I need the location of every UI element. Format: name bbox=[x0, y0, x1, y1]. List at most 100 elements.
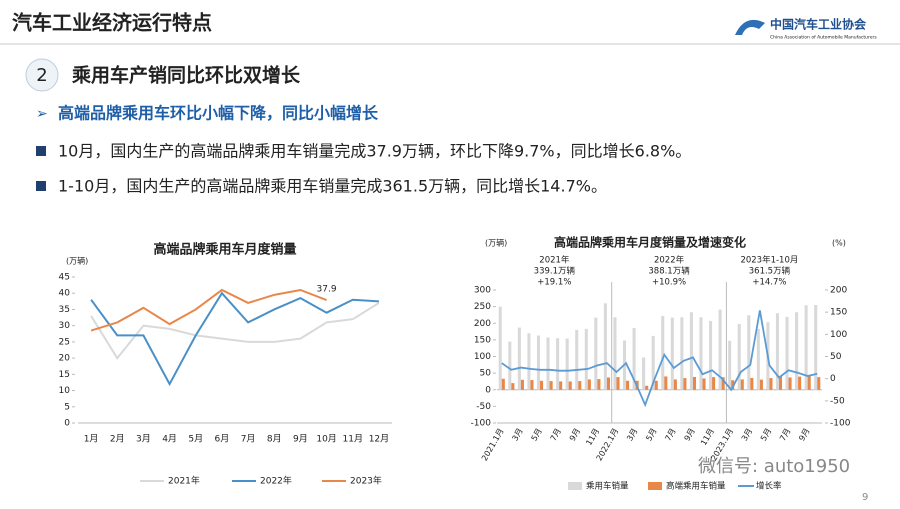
bar bbox=[527, 333, 531, 390]
bar bbox=[775, 313, 779, 390]
x-tick-label: 10月 bbox=[316, 434, 336, 445]
bar bbox=[712, 377, 716, 390]
x-tick-label: 8月 bbox=[267, 434, 282, 445]
y-tick-label: -100 bbox=[830, 419, 851, 429]
legend-label: 2021年 bbox=[168, 475, 200, 487]
bar bbox=[721, 377, 725, 390]
y-tick-label: 5 bbox=[64, 402, 70, 412]
bar bbox=[654, 380, 658, 390]
y-tick-label: -100 bbox=[471, 419, 492, 429]
bar bbox=[603, 303, 607, 390]
y-tick-label: 100 bbox=[474, 352, 491, 362]
section-badge bbox=[25, 58, 59, 92]
y-tick-label: 50 bbox=[480, 369, 492, 379]
legend-label: 2023年 bbox=[350, 475, 382, 487]
legend-label: 高端乘用车销量 bbox=[666, 481, 726, 492]
bar bbox=[661, 315, 665, 390]
chart-title: 高端品牌乘用车月度销量及增速变化 bbox=[554, 235, 746, 250]
chart-title: 高端品牌乘用车月度销量 bbox=[153, 242, 296, 258]
bar bbox=[699, 317, 703, 390]
page-number: 9 bbox=[862, 492, 868, 503]
watermark: 微信号: auto1950 bbox=[698, 456, 850, 477]
bar bbox=[683, 378, 687, 390]
bar bbox=[692, 376, 697, 390]
bar bbox=[613, 317, 617, 390]
bar bbox=[718, 309, 722, 390]
line-series bbox=[90, 291, 379, 387]
x-tick-label: 12月 bbox=[369, 434, 389, 445]
bar bbox=[508, 341, 512, 390]
bar bbox=[702, 378, 706, 390]
bar bbox=[511, 383, 515, 390]
y-tick-label: 10 bbox=[59, 386, 71, 396]
annotation: 2023年1-10月 bbox=[740, 255, 798, 266]
y-axis-label: (万辆) bbox=[66, 256, 88, 266]
bar bbox=[670, 317, 674, 390]
bar bbox=[795, 312, 799, 390]
bar bbox=[798, 376, 802, 390]
bar bbox=[501, 378, 505, 390]
bar bbox=[689, 312, 693, 390]
logo-text: 中国汽车工业协会 bbox=[770, 17, 867, 32]
legend-swatch bbox=[568, 482, 582, 490]
y-tick-label: 100 bbox=[830, 330, 847, 340]
bar bbox=[804, 305, 808, 390]
bar bbox=[575, 329, 579, 390]
slide-title: 汽车工业经济运行特点 bbox=[12, 11, 212, 35]
bullet-square bbox=[36, 181, 46, 191]
bar bbox=[632, 327, 636, 390]
bar bbox=[584, 328, 588, 390]
y-tick-label: 20 bbox=[59, 354, 71, 364]
bar bbox=[549, 381, 553, 390]
bullet-text: 1-10月，国内生产的高端品牌乘用车销量完成361.5万辆，同比增长14.7%。 bbox=[58, 177, 607, 196]
y-tick-label: -50 bbox=[830, 396, 845, 406]
bar bbox=[807, 376, 811, 390]
x-tick-label: 5月 bbox=[188, 434, 203, 445]
bar bbox=[747, 315, 751, 390]
annotation: 388.1万辆 bbox=[648, 266, 690, 277]
bar bbox=[606, 377, 610, 390]
bar bbox=[664, 376, 668, 390]
x-tick-label: 6月 bbox=[215, 434, 230, 445]
y-tick-label: 50 bbox=[830, 352, 842, 362]
bar bbox=[645, 385, 649, 390]
y-tick-label: 200 bbox=[474, 319, 491, 329]
annotation: +19.1% bbox=[537, 278, 571, 288]
x-tick-label: 2月 bbox=[110, 434, 125, 445]
y-tick-label: 0 bbox=[830, 374, 836, 384]
y-tick-label: 150 bbox=[830, 308, 847, 318]
section-title: 乘用车产销同比环比双增长 bbox=[71, 64, 301, 87]
y-tick-label: 45 bbox=[59, 273, 70, 283]
y-tick-label: 250 bbox=[474, 302, 491, 312]
line-series bbox=[501, 310, 818, 408]
arrow-icon: ➢ bbox=[36, 106, 48, 122]
bar bbox=[597, 379, 601, 390]
bar bbox=[680, 317, 684, 390]
y-tick-label: 35 bbox=[59, 305, 70, 315]
subtitle: 高端品牌乘用车环比小幅下降，同比小幅增长 bbox=[58, 104, 379, 123]
x-tick-label: 9月 bbox=[293, 434, 308, 445]
bar bbox=[536, 335, 541, 390]
bar bbox=[568, 381, 572, 390]
y-tick-label: 15 bbox=[59, 370, 70, 380]
bar bbox=[731, 380, 735, 390]
x-tick-label: 11月 bbox=[343, 434, 363, 445]
bar bbox=[520, 379, 524, 390]
bar bbox=[769, 378, 773, 390]
bar bbox=[594, 317, 598, 390]
bar bbox=[651, 335, 655, 390]
logo-english: China Association of Automobile Manufact… bbox=[770, 35, 877, 41]
x-tick-label: 4月 bbox=[162, 434, 177, 445]
bar bbox=[750, 377, 754, 390]
bullet-text: 10月，国内生产的高端品牌乘用车销量完成37.9万辆，环比下降9.7%，同比增长… bbox=[58, 142, 691, 161]
y-axis-label: (万辆) bbox=[485, 238, 507, 248]
bar bbox=[578, 381, 582, 390]
y2-axis-label: (%) bbox=[832, 239, 846, 248]
y-tick-label: 0 bbox=[64, 419, 70, 429]
y-tick-label: 300 bbox=[474, 286, 491, 296]
annotation: 2021年 bbox=[539, 255, 570, 266]
annotation: 339.1万辆 bbox=[534, 266, 576, 277]
line-series bbox=[90, 302, 380, 360]
y-tick-label: 30 bbox=[59, 321, 71, 331]
y-tick-label: 200 bbox=[830, 286, 847, 296]
